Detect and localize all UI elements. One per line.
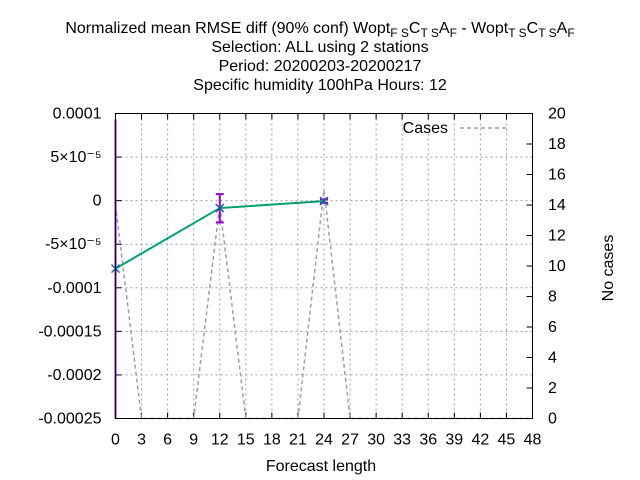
data-point (215, 203, 225, 213)
y-axis-right: 0 2 4 6 8 10 12 14 16 18 20 (526, 106, 566, 428)
y2-tick-label: 8 (548, 289, 557, 306)
data-point-marker (215, 203, 225, 213)
x-tick-label: 36 (419, 432, 437, 449)
y2-tick-label: 12 (548, 228, 566, 245)
y-tick-label: -0.0002 (47, 367, 101, 384)
y-tick-label: -0.00015 (38, 323, 101, 340)
y2-tick-label: 18 (548, 136, 566, 153)
y-axis-left: 0.0001 5×10⁻⁵ 0 -5×10⁻⁵ -0.0001 -0.00015 -0.00… (38, 106, 122, 428)
y2-tick-label: 4 (548, 350, 557, 367)
title-line: Selection: ALL using 2 stations (211, 39, 428, 56)
chart-title: Normalized mean RMSE diff (90% conf) Wop… (65, 20, 574, 94)
y-tick-label: -0.0001 (47, 280, 101, 297)
y-tick-label: 0.0001 (53, 106, 102, 123)
y2-tick-label: 2 (548, 380, 557, 397)
y-tick-label: -0.00025 (38, 411, 101, 428)
x-tick-label: 12 (211, 432, 229, 449)
x-tick-label: 6 (163, 432, 172, 449)
x-tick-label: 45 (498, 432, 516, 449)
title-line: Specific humidity 100hPa Hours: 12 (193, 77, 447, 94)
y-tick-label: 5×10⁻⁵ (50, 149, 101, 166)
y2-tick-label: 14 (548, 197, 566, 214)
y2-axis-label: No cases (600, 235, 617, 302)
x-tick-label: 21 (289, 432, 307, 449)
x-tick-label: 27 (341, 432, 359, 449)
y2-tick-label: 16 (548, 167, 566, 184)
grid (115, 113, 533, 419)
x-tick-label: 3 (137, 432, 146, 449)
title-line: Normalized mean RMSE diff (90% conf) Wop… (65, 20, 574, 40)
y-tick-label: -5×10⁻⁵ (45, 236, 101, 253)
data-point-marker (319, 196, 329, 206)
x-tick-label: 48 (524, 432, 542, 449)
x-tick-label: 30 (367, 432, 385, 449)
x-axis-label: Forecast length (266, 458, 376, 475)
x-axis: 0 3 6 9 12 15 18 21 24 27 30 33 36 39 42 45 48 (111, 113, 542, 449)
y2-tick-label: 6 (548, 319, 557, 336)
x-tick-label: 18 (263, 432, 281, 449)
legend: Cases (403, 120, 506, 137)
title-line: Period: 20200203-20200217 (219, 58, 422, 75)
y2-tick-label: 10 (548, 258, 566, 275)
y2-tick-label: 20 (548, 106, 566, 123)
data-point (319, 196, 329, 206)
x-tick-label: 0 (111, 432, 120, 449)
plot-frame (115, 113, 533, 419)
y-tick-label: 0 (93, 193, 102, 210)
x-tick-label: 15 (237, 432, 255, 449)
x-tick-label: 24 (315, 432, 333, 449)
x-tick-label: 33 (393, 432, 411, 449)
x-tick-label: 39 (445, 432, 463, 449)
x-tick-label: 9 (189, 432, 198, 449)
y2-tick-label: 0 (548, 411, 557, 428)
legend-label: Cases (403, 120, 448, 137)
x-tick-label: 42 (471, 432, 489, 449)
